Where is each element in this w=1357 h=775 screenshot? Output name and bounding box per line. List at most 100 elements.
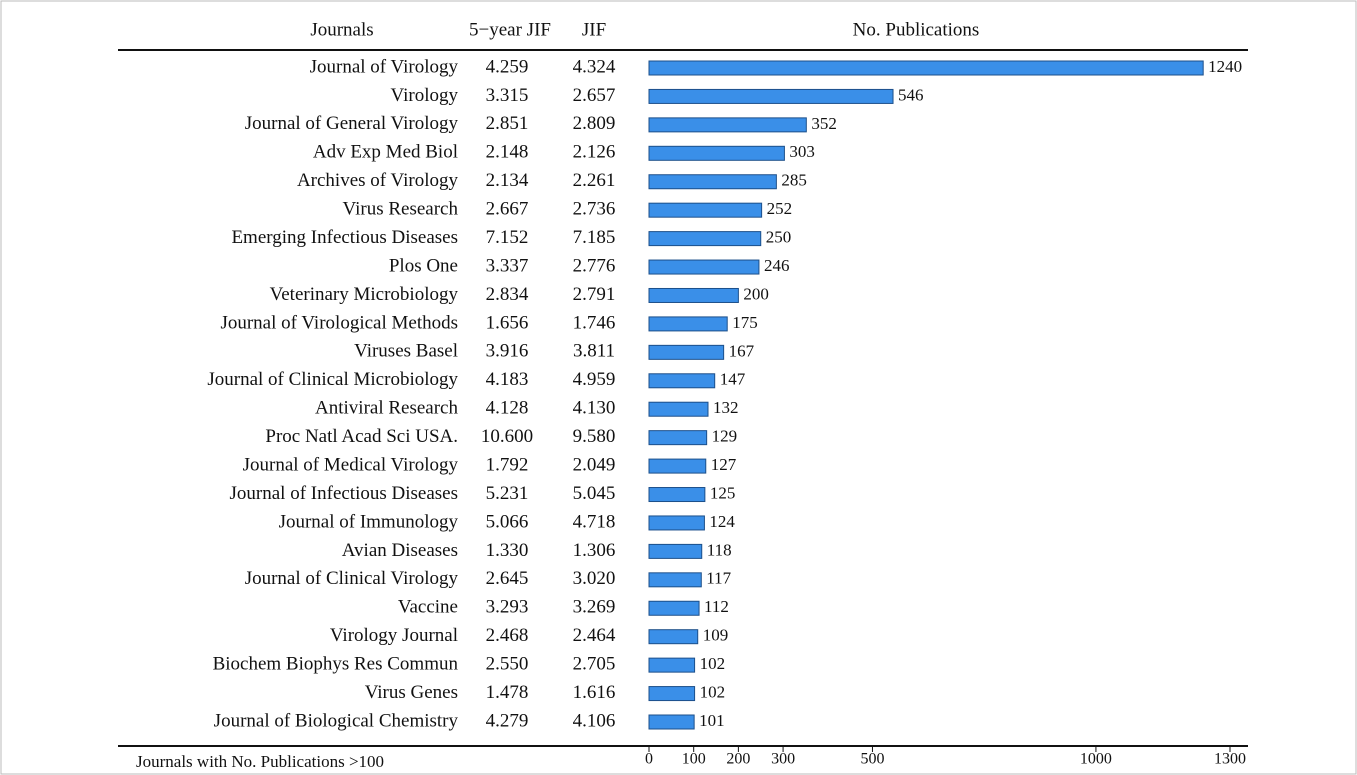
journal-name: Veterinary Microbiology: [270, 284, 459, 305]
x-tick-label: 1000: [1080, 751, 1112, 768]
bar: [648, 344, 725, 360]
journal-name: Plos One: [389, 255, 458, 276]
value-label: 167: [729, 341, 755, 360]
column-header: JIF: [582, 19, 606, 40]
jif-cell: 2.657: [573, 85, 616, 106]
jif5-cell: 2.550: [486, 653, 529, 674]
value-label: 175: [732, 313, 758, 332]
journal-name: Journal of Medical Virology: [243, 454, 459, 475]
jif5-cell: 2.851: [486, 113, 529, 134]
jif-cell: 2.776: [573, 255, 616, 276]
column-header: 5−year JIF: [469, 19, 551, 40]
x-tick-label: 200: [726, 751, 750, 768]
value-label: 303: [789, 142, 815, 161]
jif5-cell: 2.645: [486, 568, 529, 589]
journal-name: Emerging Infectious Diseases: [231, 227, 458, 248]
bar: [648, 657, 696, 673]
value-label: 147: [720, 370, 746, 389]
journal-name: Biochem Biophys Res Commun: [213, 653, 459, 674]
journal-name: Archives of Virology: [297, 170, 459, 191]
jif-cell: 2.736: [573, 199, 616, 220]
jif5-cell: 5.231: [486, 483, 529, 504]
bar: [648, 714, 695, 730]
journal-name: Adv Exp Med Biol: [313, 142, 458, 163]
journal-name: Journal of Clinical Virology: [245, 568, 459, 589]
jif-cell: 3.269: [573, 597, 616, 618]
value-label: 102: [700, 682, 726, 701]
journal-name: Journal of Clinical Microbiology: [207, 369, 458, 390]
jif5-cell: 10.600: [481, 426, 533, 447]
value-label: 117: [706, 569, 731, 588]
jif5-cell: 1.656: [486, 312, 529, 333]
jif-cell: 7.185: [573, 227, 616, 248]
jif-cell: 5.045: [573, 483, 616, 504]
value-label: 102: [700, 654, 726, 673]
jif5-cell: 4.128: [486, 398, 529, 419]
jif-cell: 2.791: [573, 284, 616, 305]
jif5-cell: 1.792: [486, 454, 529, 475]
bar: [648, 629, 699, 645]
journal-name: Journal of Immunology: [279, 511, 459, 532]
journal-name: Journal of Biological Chemistry: [214, 710, 459, 731]
value-label: 101: [699, 711, 725, 730]
journal-name: Journal of General Virology: [245, 113, 459, 134]
bar: [648, 458, 707, 474]
journal-name: Journal of Virology: [310, 56, 459, 77]
journal-name: Vaccine: [398, 597, 458, 618]
value-label: 129: [712, 427, 738, 446]
bar: [648, 117, 807, 133]
bar: [648, 316, 728, 332]
value-label: 125: [710, 483, 736, 502]
journal-name: Avian Diseases: [342, 540, 458, 561]
jif5-cell: 3.293: [486, 597, 529, 618]
bar: [648, 430, 708, 446]
jif-cell: 4.130: [573, 398, 616, 419]
jif-cell: 2.464: [573, 625, 616, 646]
value-label: 127: [711, 455, 737, 474]
value-label: 132: [713, 398, 739, 417]
bar: [648, 202, 763, 218]
jif-cell: 4.959: [573, 369, 616, 390]
value-label: 200: [743, 284, 769, 303]
jif-cell: 2.705: [573, 653, 616, 674]
jif5-cell: 1.478: [486, 682, 529, 703]
bar: [648, 259, 760, 275]
x-tick-label: 100: [682, 751, 706, 768]
bar: [648, 487, 706, 503]
journal-name: Virus Genes: [365, 682, 458, 703]
value-label: 112: [704, 597, 729, 616]
x-axis: 0 100 200 300 500 1000 1300: [645, 746, 1246, 768]
jif-cell: 1.306: [573, 540, 616, 561]
jif5-cell: 3.315: [486, 85, 529, 106]
jif-cell: 2.809: [573, 113, 616, 134]
bar: [648, 174, 777, 190]
jif-cell: 4.718: [573, 511, 616, 532]
bar: [648, 543, 703, 559]
journal-name: Journal of Virological Methods: [220, 312, 458, 333]
bar: [648, 686, 696, 702]
jif-cell: 1.746: [573, 312, 616, 333]
jif5-cell: 3.337: [486, 255, 529, 276]
journal-name: Viruses Basel: [354, 341, 458, 362]
value-label: 252: [767, 199, 793, 218]
value-label: 285: [781, 171, 807, 190]
bar: [648, 60, 1204, 76]
journal-name: Virology Journal: [330, 625, 458, 646]
jif5-cell: 1.330: [486, 540, 529, 561]
jif-cell: 4.106: [573, 710, 616, 731]
jif5-cell: 2.468: [486, 625, 529, 646]
jif5-cell: 2.148: [486, 142, 529, 163]
jif5-cell: 7.152: [486, 227, 529, 248]
bar: [648, 88, 894, 104]
value-label: 352: [811, 114, 837, 133]
bar: [648, 572, 702, 588]
jif-cell: 2.261: [573, 170, 616, 191]
x-tick-label: 1300: [1214, 751, 1246, 768]
value-label: 246: [764, 256, 790, 275]
value-label: 1240: [1208, 57, 1242, 76]
jif-cell: 1.616: [573, 682, 616, 703]
jif-cell: 2.049: [573, 454, 616, 475]
journal-name: Journal of Infectious Diseases: [230, 483, 458, 504]
bar: [648, 287, 739, 303]
